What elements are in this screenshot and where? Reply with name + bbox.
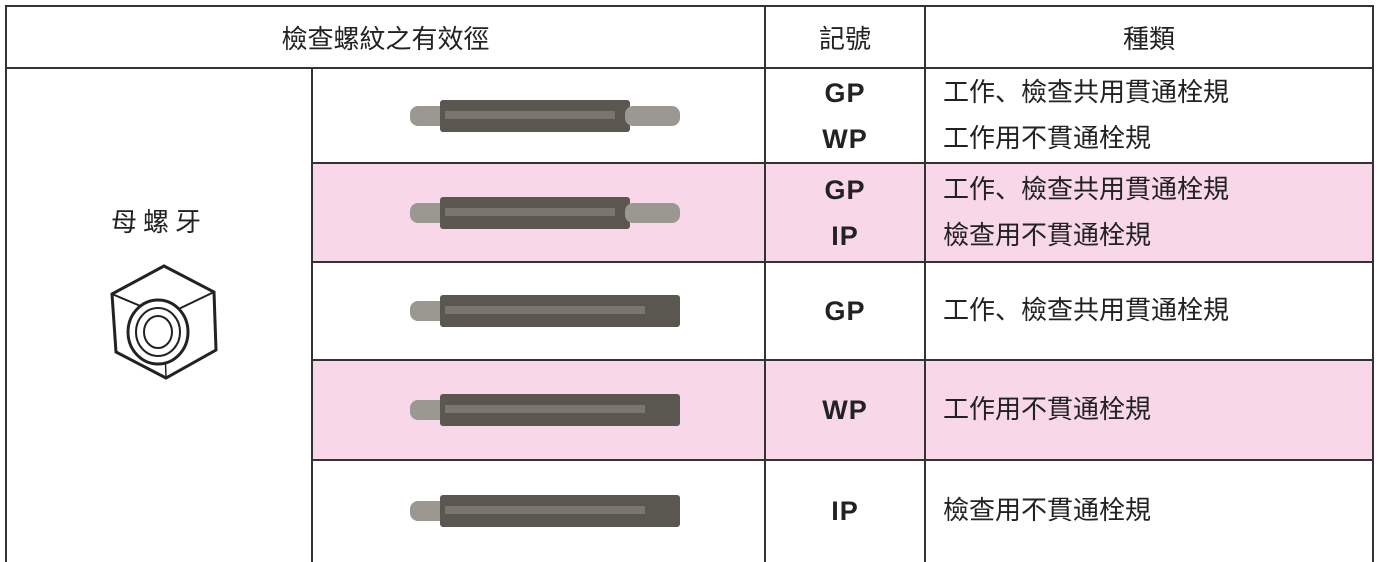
code-cell: GP — [765, 262, 925, 360]
gauge-image — [410, 99, 680, 132]
code-cell: GP WP — [765, 68, 925, 163]
table-line — [311, 67, 313, 562]
header-text: 記號 — [818, 24, 871, 55]
table-line — [312, 162, 1374, 164]
category-text: 母螺牙 — [110, 207, 207, 238]
type-text: 工作用不貫通栓規 — [943, 395, 1152, 425]
table-line — [924, 5, 926, 562]
type-text: 檢查用不貫通栓規 — [943, 220, 1152, 251]
type-cell: 工作用不貫通栓規 — [925, 360, 1373, 460]
code-text: WP — [822, 395, 868, 425]
category-label: 母螺牙 — [6, 190, 312, 250]
table-line — [1372, 5, 1374, 562]
header-cell: 種類 — [925, 6, 1373, 68]
type-cell: 工作、檢查共用貫通栓規 檢查用不貫通栓規 — [925, 163, 1373, 262]
type-cell: 工作、檢查共用貫通栓規 — [925, 262, 1373, 360]
gauge-image — [410, 196, 680, 229]
header-cell: 記號 — [765, 6, 925, 68]
code-text: GP — [824, 296, 866, 326]
gauge-image — [410, 295, 680, 327]
table-line — [312, 459, 1374, 461]
type-text: 工作、檢查共用貫通栓規 — [943, 174, 1230, 205]
code-text: WP — [822, 123, 868, 154]
code-cell: GP IP — [765, 163, 925, 262]
gauge-image — [410, 394, 680, 426]
table-line — [5, 67, 1374, 69]
type-text: 工作用不貫通栓規 — [943, 123, 1152, 154]
table-line — [764, 5, 766, 562]
code-text: IP — [831, 496, 859, 526]
table-line — [5, 5, 1374, 7]
type-text: 檢查用不貫通栓規 — [943, 496, 1152, 526]
table-line — [312, 359, 1374, 361]
type-text: 工作、檢查共用貫通栓規 — [943, 77, 1230, 108]
nut-icon — [110, 264, 218, 380]
type-cell: 檢查用不貫通栓規 — [925, 460, 1373, 562]
table-line — [5, 5, 7, 562]
code-cell: IP — [765, 460, 925, 562]
header-text: 檢查螺紋之有效徑 — [281, 24, 490, 55]
code-cell: WP — [765, 360, 925, 460]
header-cell: 檢查螺紋之有效徑 — [6, 6, 765, 68]
table-line — [312, 261, 1374, 263]
type-text: 工作、檢查共用貫通栓規 — [943, 296, 1230, 326]
code-text: IP — [831, 220, 859, 251]
gauge-image — [410, 495, 680, 527]
code-text: GP — [824, 77, 866, 108]
type-cell: 工作、檢查共用貫通栓規 工作用不貫通栓規 — [925, 68, 1373, 163]
header-text: 種類 — [1122, 24, 1175, 55]
code-text: GP — [824, 174, 866, 205]
